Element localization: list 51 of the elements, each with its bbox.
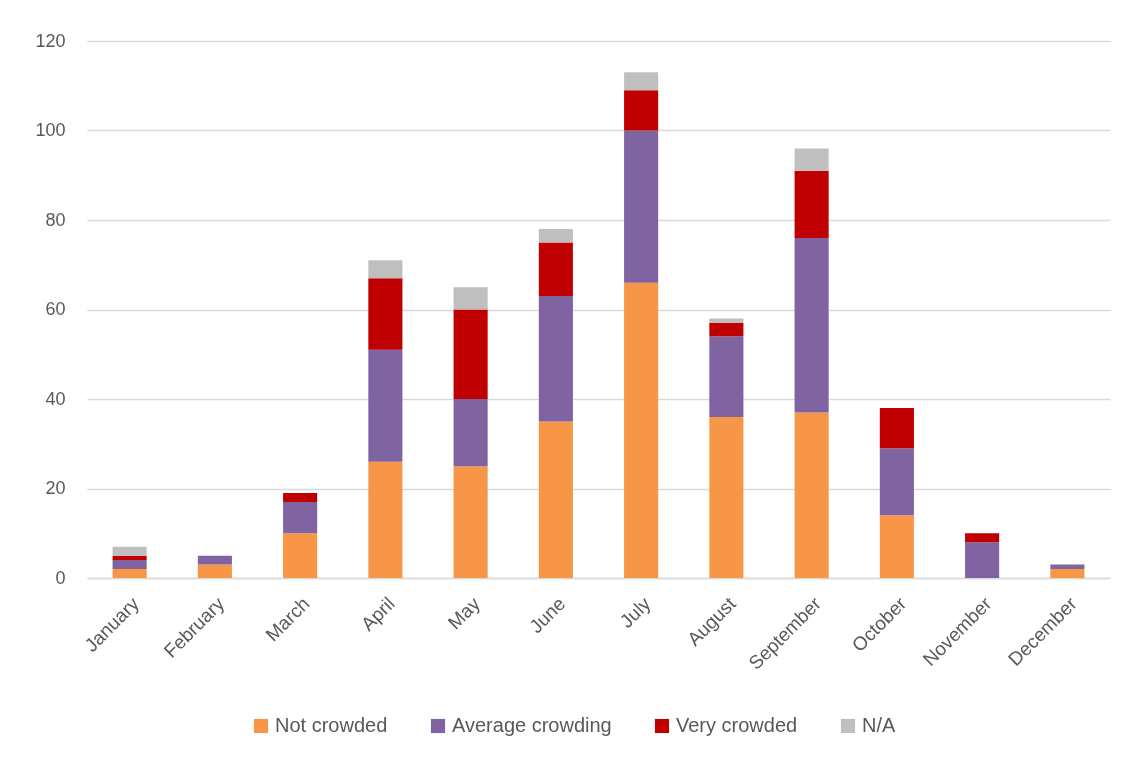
legend-label: Average crowding (452, 714, 612, 736)
legend-label: Not crowded (275, 714, 388, 736)
bar (965, 533, 1000, 543)
bar (794, 148, 829, 171)
bar (197, 555, 232, 565)
bar (879, 407, 914, 449)
bar (368, 349, 403, 462)
bar (538, 296, 573, 422)
y-tick-label: 60 (45, 299, 66, 319)
bar (965, 542, 1000, 578)
bar (624, 72, 659, 91)
bar (624, 282, 659, 578)
bar (368, 260, 403, 279)
y-tick-label: 80 (45, 209, 66, 230)
y-tick-label: 40 (45, 388, 66, 409)
bar (709, 416, 744, 578)
legend-label: Very crowded (676, 714, 798, 736)
bar (538, 228, 573, 243)
x-tick-label: May (443, 592, 485, 634)
legend-label: N/A (862, 714, 896, 736)
bar (283, 533, 318, 578)
bar (453, 466, 488, 578)
bar (879, 448, 914, 516)
bar (538, 242, 573, 297)
bar (538, 421, 573, 578)
bar (283, 492, 318, 502)
y-tick-label: 0 (55, 567, 66, 588)
bar (453, 309, 488, 399)
bar (368, 461, 403, 578)
bar (197, 564, 232, 578)
bar (112, 569, 147, 578)
bar (794, 412, 829, 578)
bar (368, 278, 403, 350)
bar (283, 501, 318, 534)
bar (453, 287, 488, 310)
bar (624, 90, 659, 131)
bar (794, 237, 829, 413)
bar (709, 336, 744, 417)
bar (1050, 569, 1085, 578)
bar (709, 318, 744, 323)
y-tick-label: 120 (35, 30, 66, 51)
y-tick-label: 100 (35, 120, 66, 140)
x-tick-label: July (615, 592, 655, 632)
bar (453, 399, 488, 467)
bar (112, 560, 147, 570)
bar (112, 546, 147, 556)
bar (794, 170, 829, 238)
bar (709, 322, 744, 337)
y-tick-label: 20 (45, 478, 66, 498)
bar (624, 130, 659, 283)
bar (879, 515, 914, 578)
